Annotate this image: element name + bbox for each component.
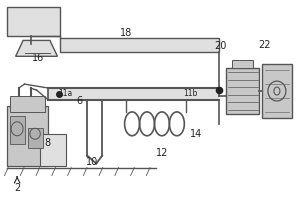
Bar <box>10 116 25 144</box>
Text: 6: 6 <box>77 96 83 106</box>
Bar <box>262 64 292 118</box>
Bar <box>226 68 259 114</box>
Bar <box>7 106 49 166</box>
Text: 2: 2 <box>14 183 20 193</box>
Text: 11b: 11b <box>183 89 197 98</box>
Text: 14: 14 <box>190 129 202 139</box>
Text: 22: 22 <box>259 40 271 50</box>
Text: 12: 12 <box>156 148 168 158</box>
Text: 16: 16 <box>32 53 44 63</box>
Text: 10: 10 <box>85 157 98 167</box>
Bar <box>40 134 66 166</box>
Bar <box>7 7 60 36</box>
Bar <box>10 96 46 112</box>
Bar <box>28 128 43 148</box>
Bar <box>60 38 219 52</box>
Text: 18: 18 <box>120 28 132 38</box>
Bar <box>49 88 219 100</box>
Text: 11a: 11a <box>58 89 72 98</box>
Text: 8: 8 <box>44 138 50 148</box>
Polygon shape <box>16 40 57 56</box>
Text: 20: 20 <box>214 41 226 51</box>
Bar <box>232 60 253 68</box>
